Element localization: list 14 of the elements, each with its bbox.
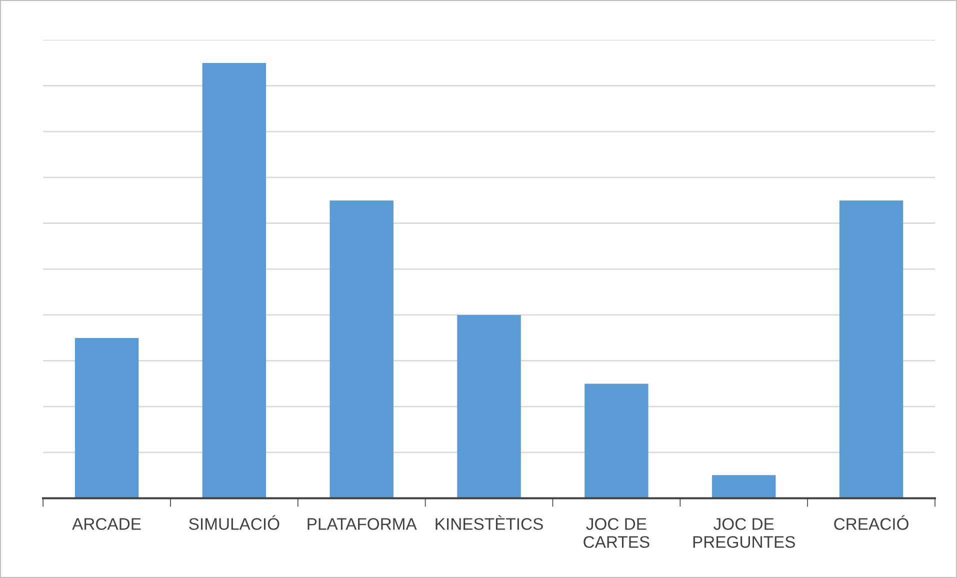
- x-tick-label: ARCADE: [72, 518, 141, 530]
- x-tick-label: KINESTÈTICS: [436, 515, 543, 530]
- bar: [330, 200, 394, 498]
- bar: [74, 338, 139, 498]
- x-tick-label: JOC DE CARTES: [584, 518, 650, 548]
- x-tick-label: CREACIÓ: [834, 515, 908, 530]
- x-tick-label: PLATAFORMA: [308, 518, 417, 530]
- bar: [202, 62, 266, 498]
- bar: [457, 314, 521, 498]
- bar: [584, 384, 648, 498]
- bar: [712, 475, 776, 498]
- x-tick-label: SIMULACIÓ: [189, 515, 280, 530]
- bar: [839, 200, 904, 498]
- x-tick-label: JOC DE PREGUNTES: [693, 518, 795, 548]
